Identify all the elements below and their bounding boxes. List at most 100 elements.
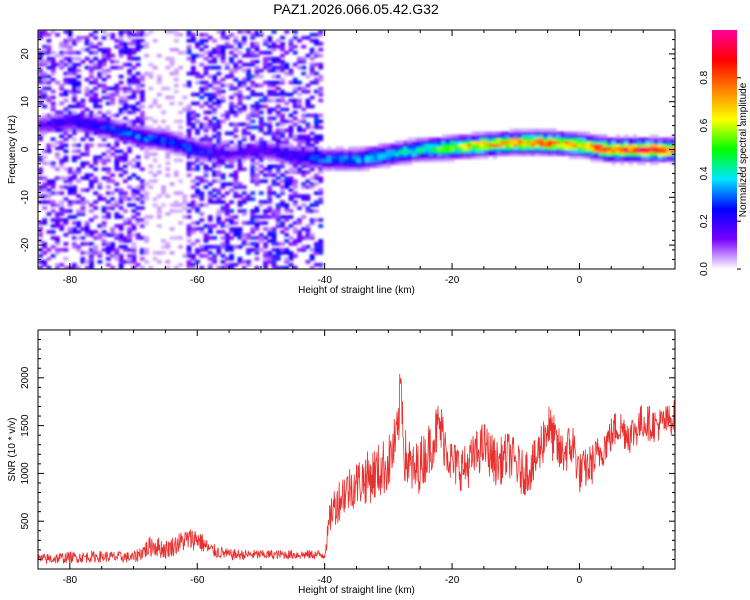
heatmap-cell [216,248,222,252]
heatmap-cell [178,50,183,55]
heatmap-cell [611,158,617,163]
heatmap-cell [114,137,120,142]
heatmap-cell [229,263,234,267]
heatmap-cell [139,92,145,97]
heatmap-cell [284,203,290,207]
heatmap-cell [403,146,409,151]
heatmap-cell [318,77,324,82]
heatmap-cell [190,221,196,225]
heatmap-cell [195,101,200,106]
heatmap-cell [50,68,56,73]
heatmap-cell [258,170,264,174]
heatmap-cell [216,53,222,58]
heatmap-cell [271,263,277,267]
heatmap-cell [560,143,566,148]
heatmap-cell [280,77,285,82]
heatmap-cell [114,161,120,166]
heatmap-cell [63,119,69,124]
heatmap-cell [42,95,48,100]
heatmap-cell [127,86,133,91]
heatmap-cell [148,215,154,219]
heatmap-cell [254,65,260,70]
heatmap-cell [326,155,332,160]
heatmap-cell [216,50,222,55]
heatmap-cell [199,86,205,91]
heatmap-cell [241,266,247,269]
heatmap-cell [534,128,540,133]
y-tick-label: 10 [20,96,31,108]
heatmap-cell [190,38,196,43]
heatmap-cell [398,155,404,160]
heatmap-cell [318,239,324,243]
heatmap-cell [186,116,192,121]
heatmap-cell [271,56,277,61]
heatmap-cell [411,143,417,148]
heatmap-cell [88,266,94,269]
heatmap-cell [356,167,362,172]
heatmap-cell [186,131,192,136]
heatmap-cell [318,62,324,67]
heatmap-cell [182,83,188,88]
heatmap-cell [220,182,226,186]
heatmap-cell [331,152,336,157]
heatmap-cell [139,182,145,186]
heatmap-cell [263,131,268,136]
heatmap-cell [271,98,277,103]
heatmap-cell [547,134,553,139]
heatmap-cell [144,260,150,264]
heatmap-cell [348,152,353,157]
heatmap-cell [254,44,260,49]
heatmap-cell [305,209,311,213]
heatmap-cell [483,143,489,148]
heatmap-cell [636,146,642,151]
heatmap-cell [445,149,451,154]
heatmap-cell [449,146,455,151]
heatmap-cell [284,176,290,180]
heatmap-cell [84,77,90,82]
heatmap-cell [250,104,256,109]
heatmap-cell [560,137,566,142]
heatmap-cell [275,86,281,91]
heatmap-cell [59,44,65,49]
heatmap-cell [292,170,298,174]
heatmap-cell [288,161,294,166]
heatmap-cell [445,143,451,148]
heatmap-cell [169,62,175,67]
heatmap-cell [148,125,154,130]
heatmap-cell [309,257,315,261]
heatmap-cell [390,155,396,160]
heatmap-cell [63,107,69,112]
heatmap-cell [178,119,183,124]
heatmap-cell [63,209,69,213]
heatmap-cell [212,161,217,166]
heatmap-cell [335,152,341,157]
heatmap-cell [594,152,600,157]
heatmap-cell [165,266,171,269]
heatmap-cell [127,119,133,124]
heatmap-cell [241,62,247,67]
heatmap-cell [585,143,591,148]
heatmap-cell [258,203,264,207]
heatmap-cell [301,155,307,160]
heatmap-cell [93,62,99,67]
heatmap-cell [71,83,77,88]
heatmap-cell [628,155,634,160]
heatmap-cell [258,248,264,252]
heatmap-cell [305,227,311,231]
heatmap-cell [560,140,566,145]
heatmap-cell [186,230,192,234]
heatmap-cell [135,218,141,222]
heatmap-cell [314,158,319,163]
heatmap-cell [88,74,94,79]
heatmap-cell [373,149,379,154]
heatmap-cell [309,137,315,142]
heatmap-cell [280,44,285,49]
heatmap-cell [42,128,48,133]
heatmap-cell [88,116,94,121]
heatmap-cell [42,131,48,136]
heatmap-cell [88,218,94,222]
heatmap-cell [186,239,192,243]
y-tick-label: -10 [20,190,31,205]
heatmap-cell [54,113,60,118]
heatmap-cell [224,35,230,40]
